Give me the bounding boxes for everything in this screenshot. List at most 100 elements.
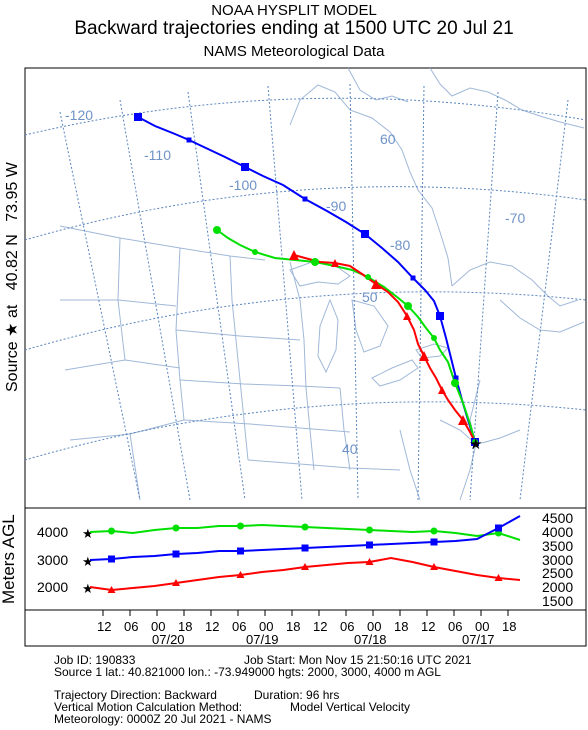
meridian-line [267,85,303,501]
time-tick-label: 06 [232,619,246,634]
state-border [183,419,351,433]
time-tick-label: 06 [340,619,354,634]
state-border [339,387,351,471]
source-star-icon: ★ [82,582,94,597]
state-border [247,459,401,471]
trajectory-2000m-marker [438,386,446,394]
longitude-label: -80 [390,237,410,253]
time-tick-label: 12 [205,619,219,634]
profile-3000m-marker [108,555,115,563]
meteorology-title: NAMS Meteorological Data [203,43,385,60]
lake-michigan [317,298,339,374]
time-tick-label: 06 [124,619,138,634]
profile-3000m-marker [237,547,244,555]
profile-3000m-marker [366,541,373,549]
profile-right-tick: 1500 [542,593,573,609]
vertical-motion-value: Model Vertical Velocity [290,700,411,714]
trajectory-3000m-marker [134,113,142,121]
trajectory-4000m-marker [252,249,258,255]
meteorology-info: Meteorology: 0000Z 20 Jul 2021 - NAMS [54,712,272,726]
trajectory-2000m-path [293,254,476,443]
state-border [175,329,301,341]
map-trajectories [134,113,479,446]
duration: Duration: 96 hrs [254,688,340,702]
lake-huron [351,299,389,353]
profile-4000m-marker [366,526,373,534]
trajectory-4000m-path [216,229,476,443]
profile-3000m-marker [172,550,180,558]
trajectory-4000m-marker [451,379,459,387]
trajectory-4000m-marker [365,274,371,280]
hudson-bay-shore [289,84,453,287]
profile-right-tick: 2000 [542,579,573,595]
trajectory-3000m-marker [302,196,308,202]
profile-4000m-marker [301,523,309,531]
longitude-label: -110 [144,147,171,163]
profile-right-tick: 3000 [542,552,573,568]
time-tick-label: 00 [367,619,381,634]
profile-2000m-marker [301,563,309,570]
time-tick-label: 06 [448,619,462,634]
trajectory-3000m-marker [410,275,416,281]
profile-4000m-marker [172,524,180,532]
time-tick-label: 00 [151,619,165,634]
latitude-label: 40 [342,441,358,457]
vertical-profile: 4000 ★3000 ★2000 ★4500400035003000250020001… [25,510,586,647]
profile-left-tick: 3000 [37,552,68,568]
long-island [477,429,521,445]
source-star-icon: ★ [82,527,94,542]
trajectory-4000m-marker [404,302,412,310]
time-tick-label: 12 [97,619,111,634]
state-border [229,255,249,461]
meridian-line [417,85,425,501]
latitude-label: 50 [362,289,378,305]
time-tick-label: 00 [259,619,273,634]
trajectory-2000m-marker [419,351,429,361]
profile-left-tick: 4000 [37,524,68,540]
trajectory-2000m-marker [458,415,468,425]
trajectory-4000m-marker [431,335,437,341]
trajectory-4000m-marker [311,258,319,266]
source-star-icon: ★ [469,435,482,453]
vertical-motion: Vertical Motion Calculation Method: [54,700,243,714]
graticule [24,83,587,501]
trajectory-3000m-marker [241,163,249,171]
state-border [399,429,421,501]
profile-4000m-marker [108,527,115,535]
meridian-line [187,91,246,501]
state-border [439,419,477,445]
longitude-label: -120 [65,107,93,123]
profile-2000m-marker [236,571,245,578]
time-tick-label: 00 [475,619,489,634]
profile-4000m-marker [430,527,438,535]
profile-2000m-marker [365,558,374,565]
profile-right-tick: 2500 [542,565,573,581]
longitude-label: -90 [326,198,346,214]
state-border [289,261,315,471]
profile-3000m-marker [495,524,502,532]
maritimes-shore [499,299,585,333]
trajectory-2000m-marker [331,259,339,267]
state-border [129,433,141,501]
profile-3000m-marker [301,544,309,552]
longitude-label: -100 [229,177,257,193]
latitude-label: 60 [380,131,396,147]
source1-info: Source 1 lat.: 40.821000 lon.: -73.94900… [54,665,441,679]
meridian-line [349,83,359,501]
source-star-icon: ★ [82,555,94,570]
trajectory-3000m-marker [436,312,444,320]
date-label: 07/18 [354,632,387,647]
time-tick-label: 12 [421,619,435,634]
time-tick-label: 18 [286,619,300,634]
lake-ontario [415,343,449,359]
trajectory-2000m-marker [403,312,411,320]
date-label: 07/20 [152,632,185,647]
profile-2000m-marker [494,574,503,581]
lake-erie [371,359,419,387]
meridian-line [519,99,569,501]
job-id: Job ID: 190833 [54,653,136,667]
state-border [64,359,181,371]
trajectory-3000m-marker [186,137,192,143]
